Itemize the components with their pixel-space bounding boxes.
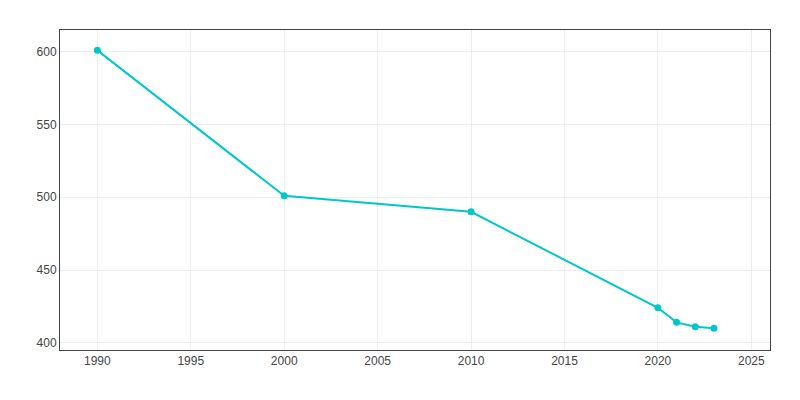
svg-text:500: 500 [37,190,57,204]
svg-text:2015: 2015 [551,354,578,368]
svg-text:2020: 2020 [645,354,672,368]
svg-text:1995: 1995 [177,354,204,368]
svg-text:2010: 2010 [458,354,485,368]
svg-text:2005: 2005 [364,354,391,368]
svg-text:450: 450 [37,263,57,277]
svg-text:400: 400 [37,336,57,350]
svg-text:1990: 1990 [84,354,111,368]
svg-text:600: 600 [37,45,57,59]
svg-text:550: 550 [37,118,57,132]
svg-text:2025: 2025 [738,354,765,368]
svg-text:2000: 2000 [271,354,298,368]
